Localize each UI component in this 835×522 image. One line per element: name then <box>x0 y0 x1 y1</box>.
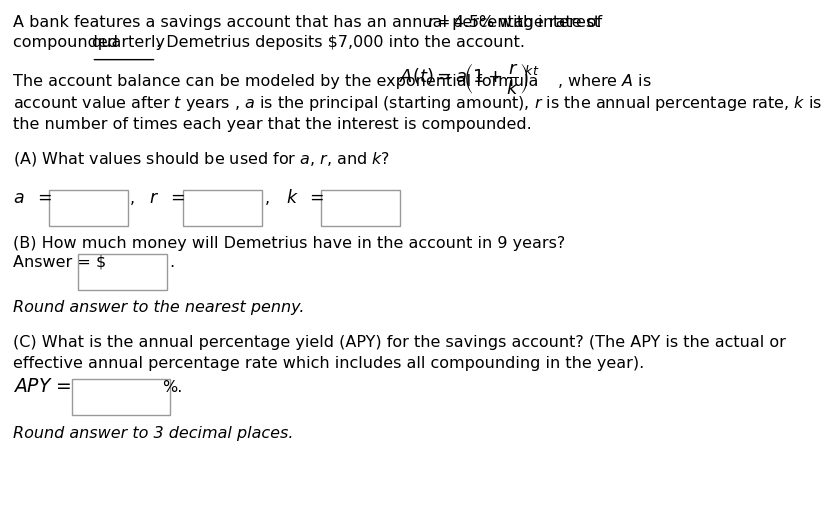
Text: (A) What values should be used for $a$, $r$, and $k$?: (A) What values should be used for $a$, … <box>13 150 390 168</box>
Text: Round answer to 3 decimal places.: Round answer to 3 decimal places. <box>13 426 293 441</box>
Text: compounded: compounded <box>13 35 123 50</box>
Text: Round answer to the nearest penny.: Round answer to the nearest penny. <box>13 300 304 315</box>
FancyBboxPatch shape <box>184 190 262 226</box>
Text: Answer = $: Answer = $ <box>13 255 106 270</box>
Text: ,: , <box>130 191 135 206</box>
Text: $A(t) = a\!\left(1+\dfrac{r}{k}\right)^{\!\!kt}$: $A(t) = a\!\left(1+\dfrac{r}{k}\right)^{… <box>399 61 539 96</box>
Text: $r = 4.5\%$ with interest: $r = 4.5\%$ with interest <box>427 14 601 30</box>
FancyBboxPatch shape <box>48 190 128 226</box>
Text: A bank features a savings account that has an annual percentage rate of: A bank features a savings account that h… <box>13 15 607 30</box>
FancyBboxPatch shape <box>321 190 400 226</box>
Text: account value after $t$ years , $a$ is the principal (starting amount), $r$ is t: account value after $t$ years , $a$ is t… <box>13 94 822 113</box>
Text: ,: , <box>265 191 270 206</box>
Text: %.: %. <box>162 379 182 395</box>
Text: The account balance can be modeled by the exponential formula: The account balance can be modeled by th… <box>13 74 544 89</box>
Text: effective annual percentage rate which includes all compounding in the year).: effective annual percentage rate which i… <box>13 356 644 371</box>
Text: . Demetrius deposits $7,000 into the account.: . Demetrius deposits $7,000 into the acc… <box>156 35 525 50</box>
Text: , where $A$ is: , where $A$ is <box>557 73 651 90</box>
Text: the number of times each year that the interest is compounded.: the number of times each year that the i… <box>13 117 531 132</box>
Text: $a\,$  =: $a\,$ = <box>13 188 52 207</box>
Text: $r\,$  =: $r\,$ = <box>149 188 185 207</box>
FancyBboxPatch shape <box>72 379 170 415</box>
Text: .: . <box>170 255 175 270</box>
FancyBboxPatch shape <box>78 254 167 290</box>
Text: $\mathit{APY}$ =: $\mathit{APY}$ = <box>13 377 71 396</box>
Text: quarterly: quarterly <box>92 35 165 50</box>
Text: (B) How much money will Demetrius have in the account in 9 years?: (B) How much money will Demetrius have i… <box>13 236 565 251</box>
Text: (C) What is the annual percentage yield (APY) for the savings account? (The APY : (C) What is the annual percentage yield … <box>13 335 786 350</box>
Text: $k\,$  =: $k\,$ = <box>286 188 325 207</box>
